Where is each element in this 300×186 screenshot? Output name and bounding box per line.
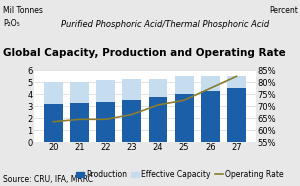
Bar — [44, 82, 63, 142]
Bar — [175, 76, 194, 142]
Bar — [96, 102, 115, 142]
Bar — [201, 76, 220, 142]
Legend: Production, Effective Capacity, Operating Rate: Production, Effective Capacity, Operatin… — [73, 167, 287, 182]
Bar — [227, 76, 246, 142]
Text: P₂O₅: P₂O₅ — [3, 19, 20, 28]
Text: Mil Tonnes: Mil Tonnes — [3, 6, 43, 15]
Bar — [175, 94, 194, 142]
Bar — [227, 88, 246, 142]
Bar — [122, 79, 141, 142]
Bar — [148, 79, 167, 142]
Bar — [70, 82, 89, 142]
Bar — [96, 80, 115, 142]
Bar — [148, 97, 167, 142]
Text: Percent: Percent — [270, 6, 298, 15]
Bar — [201, 91, 220, 142]
Title: Global Capacity, Production and Operating Rate: Global Capacity, Production and Operatin… — [4, 49, 286, 58]
Text: Purified Phosphoric Acid/Thermal Phosphoric Acid: Purified Phosphoric Acid/Thermal Phospho… — [61, 20, 269, 28]
Text: Source: CRU, IFA, MRRC: Source: CRU, IFA, MRRC — [3, 175, 93, 184]
Bar — [44, 104, 63, 142]
Bar — [122, 100, 141, 142]
Bar — [70, 103, 89, 142]
